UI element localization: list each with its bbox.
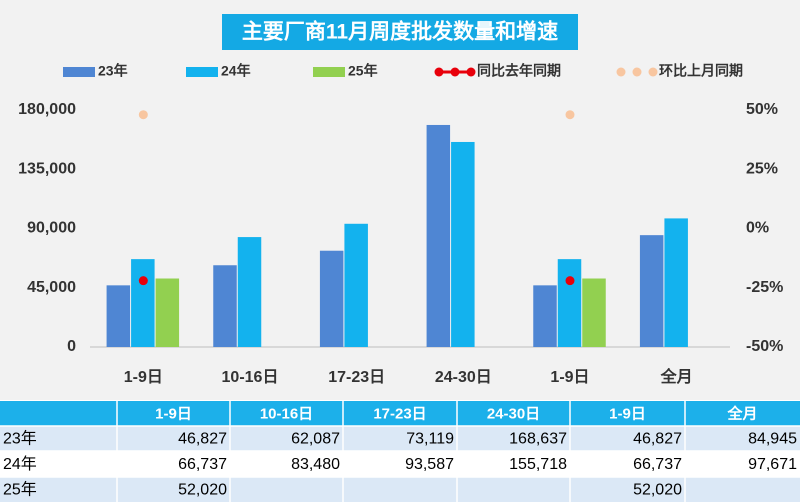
table-row-label: 25年 — [3, 481, 37, 499]
bar — [106, 285, 131, 347]
table-cell: 52,020 — [178, 482, 227, 499]
line-point — [138, 276, 148, 286]
y-tick-label: 180,000 — [18, 101, 76, 118]
bar — [237, 237, 262, 347]
chart-title: 主要厂商11月周度批发数量和增速 — [242, 20, 558, 44]
bar — [213, 265, 237, 347]
bar — [155, 278, 180, 347]
table-header-cell: 全月 — [726, 404, 757, 422]
legend-swatch — [186, 67, 218, 77]
table-cell: 97,671 — [748, 456, 797, 473]
table-header-cell: 24-30日 — [487, 405, 540, 422]
bar — [582, 278, 606, 347]
legend-marker — [450, 67, 460, 77]
legend-marker — [466, 67, 476, 77]
bar — [533, 285, 557, 347]
table-header-cell: 1-9日 — [609, 405, 646, 422]
y-tick-label: 0 — [67, 338, 76, 355]
table-cell: 66,737 — [633, 456, 682, 473]
line-point — [565, 276, 575, 286]
table-cell: 46,827 — [633, 431, 682, 448]
y2-tick-label: 25% — [746, 160, 778, 177]
legend-marker — [616, 67, 626, 77]
y-tick-label: 90,000 — [27, 220, 76, 237]
legend-swatch — [313, 67, 345, 77]
x-tick-label: 1-9日 — [550, 368, 589, 386]
legend-label: 23年 — [98, 63, 128, 79]
legend-label: 同比去年同期 — [477, 63, 561, 79]
legend-marker — [632, 67, 642, 77]
table-header-cell: 17-23日 — [373, 405, 426, 422]
table-row-bg — [0, 477, 800, 502]
table-cell: 73,119 — [406, 431, 454, 448]
table-row-label: 23年 — [3, 430, 37, 448]
line-point — [565, 110, 575, 120]
table-header-bg — [0, 401, 800, 426]
legend-marker — [434, 67, 444, 77]
x-tick-label: 17-23日 — [328, 368, 385, 386]
legend-label: 25年 — [348, 63, 378, 79]
bar — [131, 259, 155, 347]
bar — [344, 223, 368, 347]
table-cell: 62,087 — [291, 431, 340, 448]
table-cell: 66,737 — [178, 456, 227, 473]
bar — [451, 141, 475, 347]
table-cell: 155,718 — [509, 456, 567, 473]
table-cell: 84,945 — [748, 431, 797, 448]
legend-swatch — [63, 67, 95, 77]
bar — [557, 259, 582, 347]
table-row-bg — [0, 426, 800, 451]
line-point — [138, 110, 148, 120]
table-cell: 46,827 — [178, 431, 227, 448]
bar — [664, 218, 688, 347]
table-row-bg — [0, 451, 800, 477]
y-tick-label: 135,000 — [18, 160, 76, 177]
table-header-cell: 1-9日 — [155, 405, 192, 422]
x-tick-label: 10-16日 — [222, 368, 279, 386]
bar — [639, 235, 664, 347]
bar — [426, 124, 451, 348]
legend-marker — [648, 67, 658, 77]
y2-tick-label: -50% — [746, 338, 783, 355]
table-cell: 168,637 — [509, 431, 567, 448]
y2-tick-label: 50% — [746, 101, 778, 118]
legend-label: 环比上月同期 — [659, 63, 743, 79]
y-tick-label: 45,000 — [27, 279, 76, 296]
legend-label: 24年 — [221, 63, 251, 79]
table-cell: 93,587 — [405, 456, 454, 473]
x-tick-label: 全月 — [660, 367, 693, 386]
y2-tick-label: 0% — [746, 220, 769, 237]
x-tick-label: 24-30日 — [435, 368, 492, 386]
bar — [319, 250, 344, 347]
table-header-cell: 10-16日 — [260, 405, 313, 422]
table-cell: 83,480 — [291, 456, 340, 473]
table-cell: 52,020 — [633, 482, 682, 499]
y2-tick-label: -25% — [746, 279, 783, 296]
title-box — [222, 14, 578, 50]
x-tick-label: 1-9日 — [124, 368, 163, 386]
table-row-label: 24年 — [3, 455, 37, 473]
